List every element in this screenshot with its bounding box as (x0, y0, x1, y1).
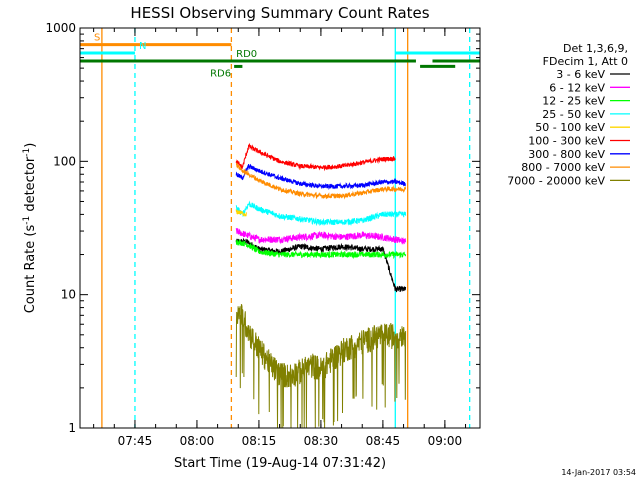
series-line-7 (236, 162, 407, 200)
x-tick-label-3: 08:30 (304, 434, 339, 448)
series-line-4 (235, 209, 247, 217)
x-tick-label-2: 08:15 (242, 434, 277, 448)
x-tick-label-5: 09:00 (428, 434, 463, 448)
legend-label-2: 12 - 25 keV (542, 95, 605, 108)
series-line-2 (235, 238, 407, 260)
series-line-8 (235, 303, 407, 428)
y-tick-label-0: 1 (68, 421, 76, 435)
x-axis-label: Start Time (19-Aug-14 07:31:42) (174, 456, 386, 471)
series-line-0 (235, 237, 407, 293)
legend-label-7: 800 - 7000 keV (521, 161, 605, 174)
y-axis-label: Count Rate (s-1 detector-1) (22, 143, 38, 314)
legend-label-6: 300 - 800 keV (528, 148, 605, 161)
series-line-6 (235, 163, 407, 190)
flag-label-5: RD6 (210, 68, 231, 79)
flag-label-1: N (139, 41, 146, 52)
y-tick-label-3: 1000 (45, 21, 76, 35)
legend-label-1: 6 - 12 keV (549, 81, 605, 94)
y-tick-label-2: 100 (53, 154, 76, 168)
legend-header-0: Det 1,3,6,9, (563, 42, 628, 55)
series-line-1 (235, 228, 407, 245)
x-tick-label-4: 08:45 (366, 434, 401, 448)
y-tick-label-1: 10 (61, 288, 76, 302)
series-line-3 (235, 200, 407, 227)
timestamp: 14-Jan-2017 03:54 (561, 468, 636, 477)
chart-title: HESSI Observing Summary Count Rates (130, 4, 429, 22)
x-tick-label-0: 07:45 (118, 434, 153, 448)
series-layer (235, 142, 407, 428)
series-line-5 (235, 142, 396, 172)
legend-label-3: 25 - 50 keV (542, 108, 605, 121)
legend-label-8: 7000 - 20000 keV (507, 174, 605, 187)
y-ticks-layer: 1 10 100 1000 (45, 21, 480, 435)
flag-label-0: S (94, 33, 100, 44)
vlines-layer (101, 28, 471, 428)
legend-label-0: 3 - 6 keV (556, 68, 605, 81)
flags-layer: S N RD0 RD6 (80, 33, 480, 79)
x-tick-label-1: 08:00 (180, 434, 215, 448)
legend-label-4: 50 - 100 keV (535, 121, 605, 134)
flag-label-3: RD0 (236, 49, 257, 60)
x-ticks-layer: 07:45 08:00 08:15 08:30 08:45 09:00 (93, 28, 467, 448)
legend-header-1: FDecim 1, Att 0 (543, 55, 628, 68)
legend-label-5: 100 - 300 keV (528, 135, 605, 148)
